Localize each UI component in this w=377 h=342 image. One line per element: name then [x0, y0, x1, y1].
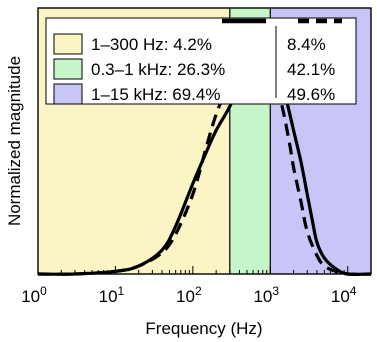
- plot-frame: [37, 7, 372, 275]
- dashed-curve: [37, 27, 372, 276]
- x-tick-label: 101: [99, 284, 125, 306]
- legend-alt-value-3: 49.6%: [287, 85, 335, 104]
- x-tick-label: 104: [331, 284, 357, 306]
- x-tick-label: 100: [21, 284, 47, 306]
- legend-label-1: 1–300 Hz: 4.2%: [91, 35, 212, 54]
- legend-swatch-2: [53, 58, 83, 80]
- x-tick-label: 102: [176, 284, 202, 306]
- x-tick-label: 103: [253, 284, 279, 306]
- y-axis-label: Normalized magnitude: [5, 56, 24, 226]
- legend-swatch-1: [53, 33, 83, 55]
- x-axis-label: Frequency (Hz): [145, 319, 262, 338]
- legend-box: [45, 17, 357, 105]
- legend: 1–300 Hz: 4.2% 8.4% 0.3–1 kHz: 26.3% 42.1% 1…: [45, 17, 357, 105]
- legend-label-3: 1–15 kHz: 69.4%: [91, 85, 220, 104]
- x-axis-tick-labels: 100 101 102 103 104: [21, 284, 357, 306]
- legend-alt-value-1: 8.4%: [287, 35, 326, 54]
- legend-label-2: 0.3–1 kHz: 26.3%: [91, 60, 225, 79]
- legend-swatch-3: [53, 83, 83, 105]
- legend-alt-value-2: 42.1%: [287, 60, 335, 79]
- x-axis-ticks: [37, 266, 372, 274]
